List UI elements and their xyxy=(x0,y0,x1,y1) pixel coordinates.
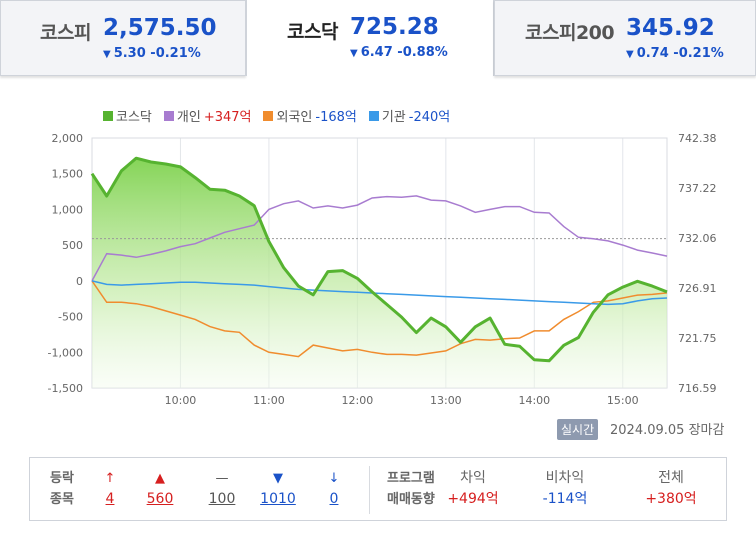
stat-count[interactable]: 1010 xyxy=(260,491,296,507)
rise-icon: ▲ xyxy=(155,471,165,486)
kosdaq-line xyxy=(90,156,668,363)
index-tabs: 코스피 2,575.50 ▼ 5.30 -0.21% 코스닥 725.28 ▼ 6.… xyxy=(0,0,756,77)
legend-value: +347억 xyxy=(203,110,252,125)
stat-count[interactable]: 4 xyxy=(105,491,115,507)
program-value: +494억 xyxy=(447,491,499,507)
stat-count[interactable]: 560 xyxy=(146,491,174,507)
divider xyxy=(369,466,370,514)
tab-kosdaq[interactable]: 코스닥 725.28 ▼ 6.47 -0.88% xyxy=(246,0,494,76)
market-stats: 등락 종목 ↑ 4 ▲ 560—100 ▼ 1010 ↓ 0 프로그램 매매동향 차익 +494… xyxy=(29,457,727,521)
program-col: 비차익 -114억 xyxy=(520,468,610,510)
tab-value: 725.28 xyxy=(350,14,439,40)
x-tick-label: 14:00 xyxy=(518,394,550,407)
chart-legend: 코스닥 개인 +347억 외국인 -168억 기관 -240억 xyxy=(103,106,450,125)
legend-label: 기관 xyxy=(381,110,406,125)
y-left-tick-label: 0 xyxy=(76,275,83,288)
y-left-tick-label: -500 xyxy=(58,311,83,324)
program-head: 차익 xyxy=(460,470,486,486)
x-tick-label: 12:00 xyxy=(342,394,374,407)
tab-change: ▼ 6.47 -0.88% xyxy=(350,45,448,60)
stat-col-rise[interactable]: ▲ 560 xyxy=(130,468,190,510)
tab-name: 코스닥 xyxy=(287,21,338,43)
down-arrow-icon: ▼ xyxy=(626,49,634,60)
down-arrow-icon: ▼ xyxy=(103,49,111,60)
program-head: 비차익 xyxy=(545,470,585,486)
stat-col-fall[interactable]: ▼ 1010 xyxy=(248,468,308,510)
individual-line xyxy=(91,195,668,282)
y-left-tick-label: -1,000 xyxy=(48,346,83,359)
down-arrow-icon: ▼ xyxy=(350,48,358,59)
intraday-chart: 10:00 11:00 12:00 13:00 14:00 15:00 2,000 1,500… xyxy=(48,132,717,407)
tab-kospi200[interactable]: 코스피200 345.92 ▼ 0.74 -0.21% xyxy=(494,0,756,76)
legend-institution[interactable]: 기관 -240억 xyxy=(368,106,451,125)
program-value: +380억 xyxy=(645,491,697,507)
program-col: 차익 +494억 xyxy=(428,468,518,510)
y-right-tick-label: 737.22 xyxy=(678,182,717,195)
legend-swatch xyxy=(163,110,174,121)
tab-name: 코스피 xyxy=(40,22,91,44)
y-right-tick-label: 716.59 xyxy=(678,382,717,395)
stat-col-upper-limit[interactable]: ↑ 4 xyxy=(80,468,140,510)
legend-label: 외국인 xyxy=(276,110,313,125)
tab-change: ▼ 0.74 -0.21% xyxy=(626,46,724,61)
legend-swatch xyxy=(263,110,274,121)
program-value: -114억 xyxy=(542,491,588,507)
flat-icon: — xyxy=(215,471,229,486)
advance-decline-label: 등락 종목 xyxy=(50,471,74,507)
y-left-tick-label: 500 xyxy=(62,239,83,252)
stat-count[interactable]: 100 xyxy=(208,491,236,507)
foreign-line xyxy=(91,280,668,358)
tab-change: ▼ 5.30 -0.21% xyxy=(103,46,201,61)
y-left-tick-label: -1,500 xyxy=(48,382,83,395)
legend-swatch xyxy=(103,110,113,121)
y-left-tick-label: 2,000 xyxy=(52,132,84,145)
x-tick-label: 13:00 xyxy=(430,394,462,407)
legend-swatch xyxy=(368,110,379,121)
y-right-tick-label: 721.75 xyxy=(678,332,717,345)
y-left-tick-label: 1,500 xyxy=(52,168,84,181)
x-tick-label: 15:00 xyxy=(607,394,639,407)
lower-limit-icon: ↓ xyxy=(328,471,340,486)
market-timestamp: 2024.09.05 장마감 xyxy=(610,423,725,438)
y-right-tick-label: 726.91 xyxy=(678,282,717,295)
chart-area: 코스닥 개인 +347억 외국인 -168억 기관 -240억 10:00 11:… xyxy=(0,96,756,442)
tab-value: 345.92 xyxy=(626,15,715,41)
tab-value: 2,575.50 xyxy=(103,15,217,41)
x-tick-label: 11:00 xyxy=(253,394,285,407)
legend-label: 개인 xyxy=(176,110,201,125)
institution-line xyxy=(91,280,668,306)
legend-value: -240억 xyxy=(408,110,451,125)
legend-value: -168억 xyxy=(315,110,357,125)
legend-individual[interactable]: 개인 +347억 xyxy=(163,106,252,125)
program-head: 전체 xyxy=(658,470,684,486)
stat-count[interactable]: 0 xyxy=(329,491,339,507)
legend-label: 코스닥 xyxy=(116,110,152,125)
tab-kospi[interactable]: 코스피 2,575.50 ▼ 5.30 -0.21% xyxy=(0,0,246,76)
stat-col-flat[interactable]: — 100 xyxy=(192,468,252,510)
fall-icon: ▼ xyxy=(273,471,283,486)
stat-col-lower-limit[interactable]: ↓ 0 xyxy=(304,468,364,510)
y-right-tick-label: 732.06 xyxy=(678,232,717,245)
program-trading-label: 프로그램 매매동향 xyxy=(387,471,435,507)
legend-foreign[interactable]: 외국인 -168억 xyxy=(263,106,357,125)
x-tick-label: 10:00 xyxy=(165,394,197,407)
legend-kosdaq[interactable]: 코스닥 xyxy=(103,106,152,125)
tab-name: 코스피200 xyxy=(525,22,615,44)
y-left-tick-label: 1,000 xyxy=(52,203,84,216)
upper-limit-icon: ↑ xyxy=(104,471,116,486)
program-col: 전체 +380억 xyxy=(626,468,716,510)
realtime-badge: 실시간 xyxy=(557,419,599,440)
y-right-tick-label: 742.38 xyxy=(678,132,717,145)
kosdaq-area xyxy=(92,158,667,388)
